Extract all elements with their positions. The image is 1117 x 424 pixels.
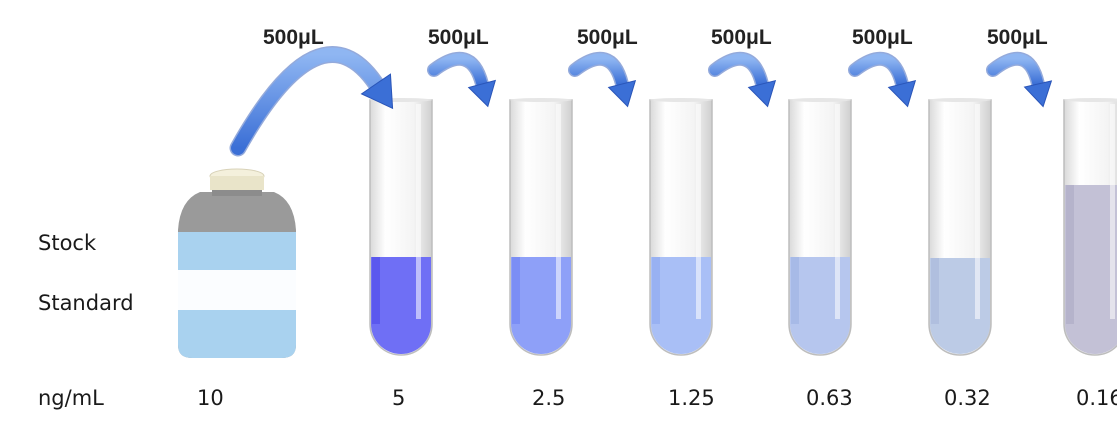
transfer-arrow [229,46,394,157]
tube-liquid-shade [1066,185,1074,324]
transfer-volume-label: 500μL [987,26,1048,49]
tube-rim [789,98,851,102]
transfer-arrow [848,51,917,108]
transfer-volume-label: 500μL [711,26,772,49]
tube-highlight [696,104,701,319]
tube-concentration: 0.16 [1076,386,1117,410]
transfer-arrow [708,51,777,108]
tube-concentration: 1.25 [668,386,715,410]
bottle-body-blue-bottom [178,310,296,358]
transfer-arrow [986,51,1053,108]
stock-bottle [178,168,296,358]
transfer-volume-label: 500μL [577,26,638,49]
tube-concentration: 0.32 [944,386,991,410]
tube-highlight [835,104,840,319]
test-tube [1063,98,1117,356]
tube-highlight [1110,104,1115,319]
tubes-layer [369,98,1117,356]
tube-highlight [975,104,980,319]
tube-liquid [1065,185,1117,354]
tube-concentration: 2.5 [532,386,565,410]
arrows-layer [229,46,1053,157]
tube-liquid-shade [512,257,520,324]
tube-rim [1064,98,1117,102]
stock-concentration: 10 [197,386,224,410]
transfer-volume-label: 500μL [263,26,324,49]
transfer-arrow [568,51,637,108]
tube-highlight [556,104,561,319]
test-tube [788,98,852,356]
bottle-body-blue-top [178,232,296,270]
transfer-arrow [427,51,497,108]
standard-label: Standard [38,291,134,315]
test-tube [928,98,992,356]
test-tube [369,98,433,356]
tube-concentration: 0.63 [806,386,853,410]
bottle-cap-side [210,176,264,190]
tube-rim [929,98,991,102]
tube-liquid-shade [652,257,660,324]
tube-highlight [416,104,421,319]
transfer-volume-label: 500μL [852,26,913,49]
tube-liquid-shade [791,257,799,324]
tube-liquid-shade [931,258,939,324]
test-tube [509,98,573,356]
tube-rim [510,98,572,102]
tube-concentration: 5 [392,386,405,410]
unit-label: ng/mL [38,386,104,410]
tube-liquid-shade [372,257,380,324]
tube-rim [650,98,712,102]
stock-label: Stock [38,231,97,255]
test-tube [649,98,713,356]
transfer-volume-label: 500μL [428,26,489,49]
bottle-label [178,270,296,310]
